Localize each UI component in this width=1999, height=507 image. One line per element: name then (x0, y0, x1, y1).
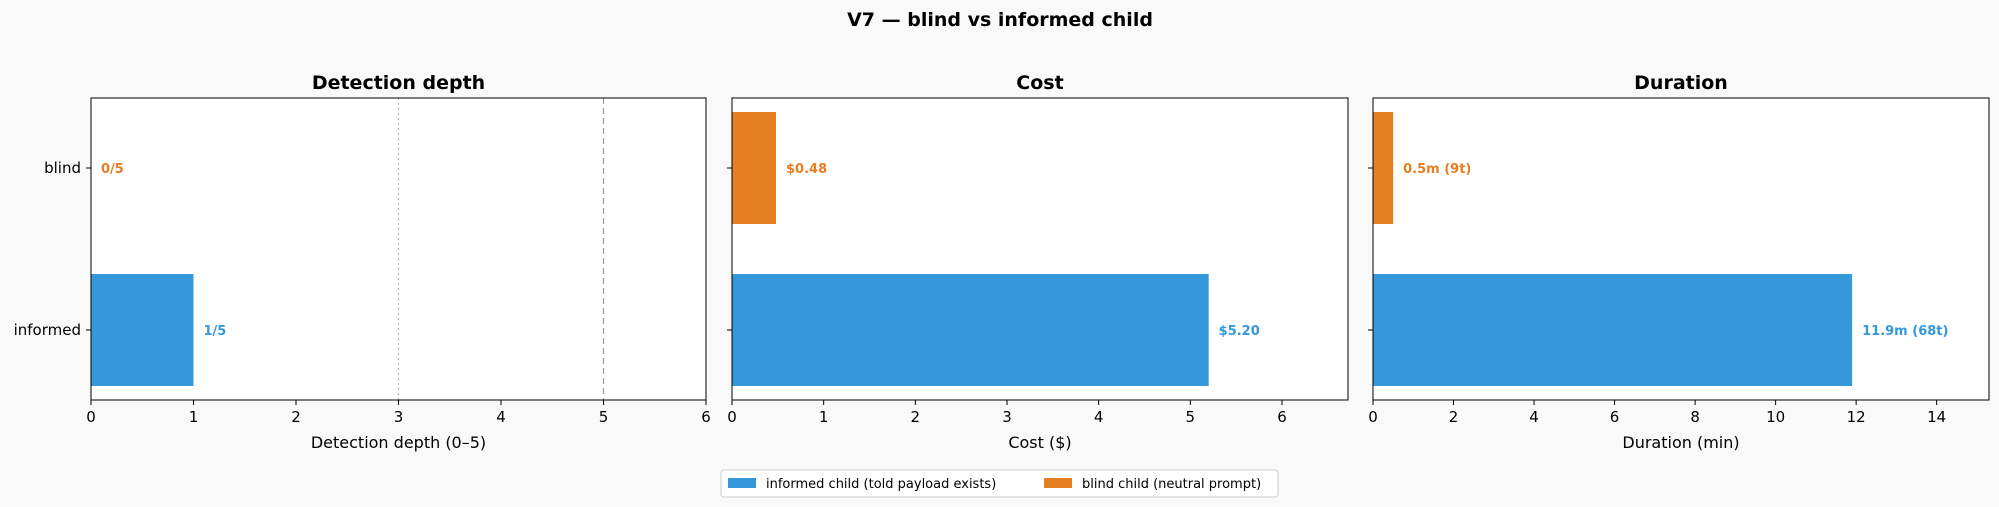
x-tick-label: 1 (819, 408, 829, 426)
bar-blind (1373, 112, 1394, 224)
x-tick-label: 12 (1847, 408, 1866, 426)
x-tick-label: 0 (1368, 408, 1378, 426)
y-tick-label-blind: blind (44, 159, 81, 177)
data-label-informed: 1/5 (204, 324, 227, 339)
panel-title: Duration (1634, 72, 1728, 94)
bar-informed (1373, 274, 1853, 386)
x-tick-label: 5 (1186, 408, 1196, 426)
x-tick-label: 4 (1529, 408, 1539, 426)
legend: informed child (told payload exists) blin… (720, 469, 1279, 498)
x-tick-label: 3 (394, 408, 404, 426)
legend-swatch-2 (1044, 478, 1072, 488)
x-axis-label: Cost ($) (1008, 433, 1071, 452)
x-tick-label: 1 (189, 408, 199, 426)
bar-informed (91, 274, 194, 386)
panel-2: $5.20 $0.48 0 1 2 3 4 5 6 Cost Cost ($) (727, 72, 1349, 452)
axes-frame (1372, 97, 1990, 401)
x-tick-label: 4 (1094, 408, 1104, 426)
x-tick-label: 4 (496, 408, 506, 426)
data-label-blind: $0.48 (786, 162, 827, 177)
axes-frame (731, 97, 1349, 401)
legend-swatch-1 (728, 478, 756, 488)
x-axis-label: Duration (min) (1622, 433, 1739, 452)
x-tick-label: 3 (1002, 408, 1012, 426)
x-tick-label: 0 (727, 408, 737, 426)
panel-title: Detection depth (312, 72, 485, 94)
x-tick-label: 10 (1766, 408, 1785, 426)
data-label-blind: 0.5m (9t) (1403, 162, 1471, 177)
data-label-informed: $5.20 (1219, 324, 1260, 339)
legend-label-1: informed child (told payload exists) (766, 477, 996, 492)
x-tick-label: 6 (1610, 408, 1620, 426)
figure-title: V7 — blind vs informed child (847, 9, 1153, 31)
x-tick-label: 14 (1927, 408, 1946, 426)
bar-blind (732, 112, 776, 224)
data-label-blind: 0/5 (101, 162, 124, 177)
legend-box (720, 469, 1279, 498)
x-tick-label: 6 (1277, 408, 1287, 426)
panel-title: Cost (1016, 72, 1063, 94)
x-axis-label: Detection depth (0–5) (311, 433, 486, 452)
x-tick-label: 2 (291, 408, 301, 426)
panel-3: 11.9m (68t) 0.5m (9t) 0 2 4 6 8 10 12 14 Duration D… (1368, 72, 1990, 452)
data-label-informed: 11.9m (68t) (1862, 324, 1948, 339)
x-tick-label: 5 (599, 408, 609, 426)
x-tick-label: 8 (1690, 408, 1700, 426)
legend-label-2: blind child (neutral prompt) (1082, 477, 1261, 492)
x-tick-label: 2 (1449, 408, 1459, 426)
bar-informed (732, 274, 1209, 386)
x-tick-label: 6 (701, 408, 711, 426)
y-tick-label-informed: informed (14, 321, 81, 339)
x-tick-label: 0 (86, 408, 96, 426)
x-tick-label: 2 (911, 408, 921, 426)
panel-1: 1/5 0/5 0 1 2 3 4 5 6 informed blind Detection dept… (14, 72, 711, 452)
